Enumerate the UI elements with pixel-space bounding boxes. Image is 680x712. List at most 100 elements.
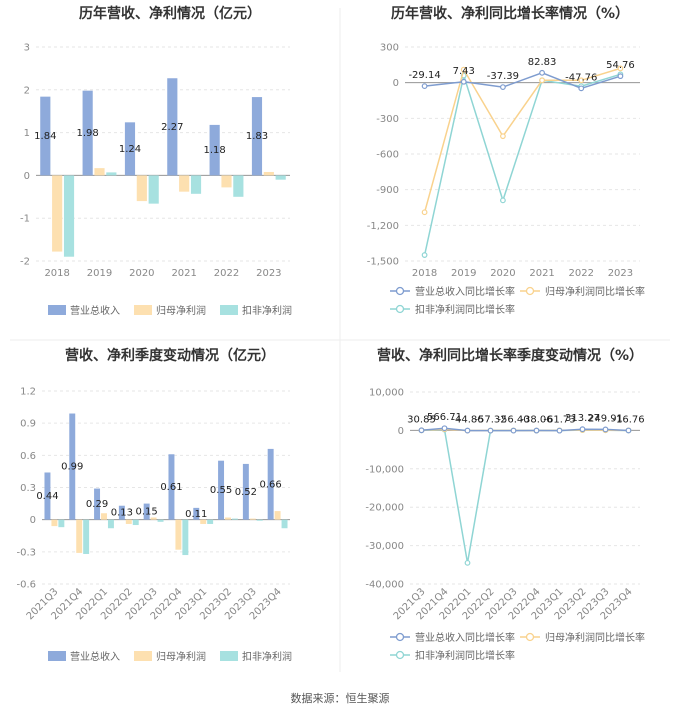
- chart-title: 历年营收、净利同比增长率情况（%）: [391, 5, 629, 22]
- point-3-2020: [500, 197, 506, 204]
- series-line-1: [421, 427, 629, 432]
- bar-3-2022Q3: [157, 519, 164, 522]
- y-tick-label: 0.3: [20, 483, 36, 494]
- bar-3-2023Q2: [231, 518, 238, 520]
- point-data-label: -37.39: [487, 71, 519, 82]
- bar-1-2020: [124, 122, 136, 176]
- point-data-label: 566.71: [427, 412, 462, 423]
- bar-2-2023Q4: [274, 511, 281, 520]
- y-tick-label: -40,000: [365, 580, 404, 591]
- legend-marker: [395, 650, 405, 660]
- bar-3-2021Q4: [83, 519, 90, 554]
- point-2-2018: [421, 209, 428, 216]
- chart-title: 历年营收、净利情况（亿元）: [79, 5, 261, 22]
- legend-label: 营业总收入同比增长率: [415, 631, 515, 644]
- y-tick-label: -1,500: [367, 257, 399, 268]
- bar-2-2023Q3: [249, 518, 256, 520]
- legend-swatch: [134, 305, 152, 315]
- legend-marker: [395, 632, 405, 642]
- bar-3-2022: [233, 175, 244, 197]
- bar-2-2023: [263, 171, 274, 176]
- point-data-label: 249.91: [588, 413, 623, 424]
- bar-2-2018: [52, 175, 63, 252]
- legend-label: 营业总收入: [70, 650, 120, 663]
- bar-1-2023Q2: [218, 460, 225, 520]
- bar-1-2022Q3: [143, 503, 150, 520]
- y-tick-label: -300: [376, 114, 399, 125]
- bar-data-label: 0.52: [235, 487, 257, 498]
- bar-1-2023Q3: [242, 463, 249, 520]
- y-tick-label: -20,000: [365, 503, 404, 514]
- legend-swatch: [220, 651, 238, 661]
- y-tick-label: 1.2: [20, 387, 36, 398]
- x-tick-label: 2019: [451, 268, 476, 279]
- point-1-2021Q4: [441, 425, 448, 432]
- bar-2-2022Q1: [101, 513, 107, 520]
- point-data-label: -44.86: [451, 415, 483, 426]
- point-1-2022Q4: [533, 427, 540, 434]
- x-tick-label: 2020: [490, 268, 515, 279]
- legend-swatch: [220, 305, 238, 315]
- series-line-3: [421, 428, 629, 564]
- bar-data-label: 1.24: [119, 144, 141, 155]
- bar-3-2022Q4: [182, 519, 189, 556]
- x-tick-label: 2019: [87, 268, 112, 279]
- legend: 营业总收入 归母净利润 扣非净利润: [48, 304, 292, 317]
- legend-label: 营业总收入: [70, 304, 120, 317]
- x-tick-label: 2018: [412, 268, 437, 279]
- y-tick-label: -1,200: [367, 221, 399, 232]
- bar-data-label: 0.66: [260, 479, 282, 490]
- x-tick-label: 2023: [256, 268, 281, 279]
- bar-3-2021: [190, 175, 202, 194]
- point-data-label: -56.40: [497, 415, 529, 426]
- y-tick-label: 0: [30, 515, 36, 526]
- point-1-2021: [539, 69, 545, 76]
- point-data-label: 313.27: [565, 413, 600, 424]
- x-tick-label: 2022: [569, 268, 594, 279]
- legend-label: 归母净利润同比增长率: [545, 631, 645, 644]
- bar-1-2022: [209, 124, 220, 176]
- point-2-2023: [617, 65, 624, 72]
- point-1-2021Q3: [418, 427, 425, 434]
- bar-1-2021Q3: [44, 472, 51, 520]
- point-2-2021: [539, 77, 545, 84]
- bar-2-2022Q2: [125, 519, 132, 524]
- y-tick-label: 1: [24, 128, 30, 139]
- x-tick-label: 2021: [171, 268, 196, 279]
- bar-data-label: 0.15: [136, 507, 158, 518]
- bar-data-label: 1.98: [77, 128, 99, 139]
- y-tick-label: 0.9: [20, 419, 36, 430]
- legend-label: 营业总收入同比增长率: [415, 285, 515, 298]
- point-1-2023Q3: [602, 426, 609, 433]
- bar-2-2021Q3: [51, 519, 58, 527]
- legend-label: 扣非净利润同比增长率: [415, 649, 515, 662]
- y-tick-label: 0: [398, 426, 404, 437]
- bar-1-2021Q4: [69, 413, 76, 520]
- x-tick-label: 2021: [529, 268, 554, 279]
- chart-1: 历年营收、净利情况（亿元） -2 -1 0 1 2 3 2018 2019 2020 2021 202…: [20, 5, 292, 317]
- point-1-2023: [617, 73, 624, 80]
- series-line-3: [423, 72, 621, 256]
- point-1-2023Q1: [556, 427, 563, 434]
- point-data-label: -57.32: [474, 415, 506, 426]
- chart-4: 营收、净利同比增长率季度变动情况（%） -40,000 -30,000 -20,000…: [365, 347, 645, 662]
- point-1-2023Q2: [579, 426, 586, 433]
- point-3-2018: [421, 252, 428, 258]
- legend-swatch: [48, 305, 66, 315]
- y-tick-label: 0: [24, 171, 30, 182]
- bar-data-label: 0.61: [160, 482, 182, 493]
- y-tick-label: -0.3: [16, 547, 36, 558]
- bar-1-2021: [167, 78, 178, 176]
- point-1-2022Q3: [510, 427, 517, 434]
- bar-3-2023: [275, 175, 286, 180]
- x-tick-label: 2020: [129, 268, 154, 279]
- bar-3-2022Q2: [132, 519, 139, 526]
- bar-2-2022Q4: [175, 519, 182, 550]
- bar-1-2022Q2: [118, 505, 125, 520]
- bar-3-2019: [106, 172, 117, 176]
- point-3-2022Q1: [464, 559, 471, 566]
- y-tick-label: -900: [376, 185, 399, 196]
- bar-3-2023Q1: [207, 519, 214, 524]
